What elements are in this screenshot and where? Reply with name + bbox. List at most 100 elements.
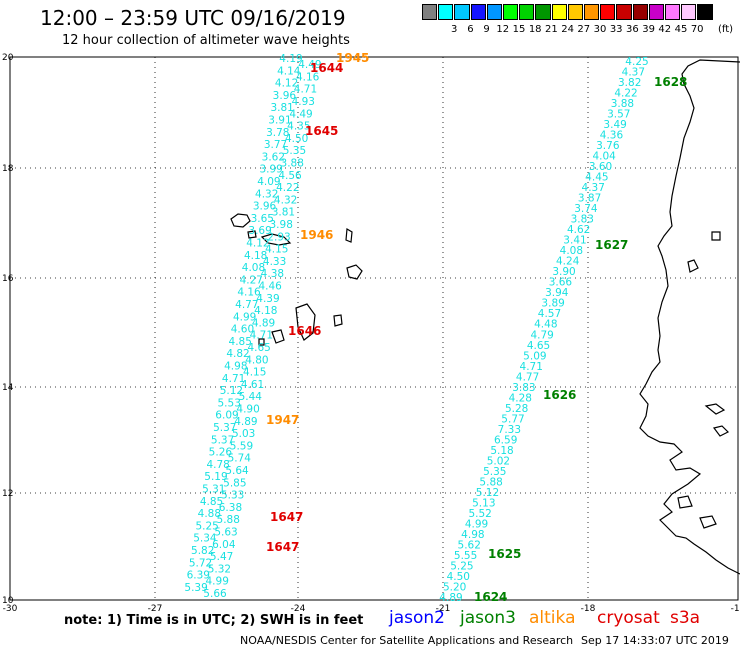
wave-height-value: 5.33: [221, 490, 244, 502]
wave-height-value: 4.99: [206, 576, 229, 588]
wave-height-value: 3.62: [262, 151, 285, 163]
lon-tick-label: -27: [148, 604, 163, 614]
legend-swatch: [665, 4, 681, 20]
island-santiago: [295, 303, 316, 341]
legend-label: 18: [528, 24, 542, 35]
map-title: 12:00 – 23:59 UTC 09/16/2019: [40, 6, 346, 30]
lon-tick-label: -21: [436, 604, 451, 614]
wave-height-value: 4.12: [275, 78, 298, 90]
lat-tick-label: 16: [2, 274, 14, 284]
wave-height-value: 4.15: [243, 367, 266, 379]
satellite-label: cryosat: [597, 608, 660, 628]
legend-swatch: [551, 4, 567, 20]
wave-height-value: 3.57: [607, 109, 630, 121]
wave-height-value: 3.90: [552, 266, 575, 278]
wave-height-value: 3.74: [574, 203, 598, 215]
wave-height-value: 4.45: [585, 172, 608, 184]
legend-swatch: [422, 4, 438, 20]
wave-height-value: 4.98: [461, 529, 484, 541]
wave-height-value: 3.96: [273, 90, 297, 102]
wave-height-value: 3.83: [571, 214, 594, 226]
altimeter-tracks: 4.194.494.144.164.124.713.964.933.814.49…: [184, 53, 648, 604]
island-fogo: [271, 329, 285, 344]
wave-height-value: 7.33: [498, 424, 521, 436]
wave-height-value: 6.59: [494, 434, 517, 446]
wave-height-value: 4.38: [261, 268, 284, 280]
wave-height-value: 5.63: [214, 527, 237, 539]
wave-height-value: 4.88: [198, 508, 221, 520]
wave-height-value: 4.65: [247, 342, 270, 354]
wave-height-value: 3.98: [270, 219, 293, 231]
island-boa-vista: [346, 264, 363, 280]
legend-label: 30: [593, 24, 607, 35]
wave-height-value: 4.61: [241, 379, 264, 391]
island-santo-antao: [230, 213, 251, 228]
legend-label: 6: [467, 24, 474, 35]
wave-height-value: 3.78: [266, 127, 289, 139]
wave-height-value: 5.47: [210, 551, 233, 563]
wave-height-value: 5.02: [487, 455, 510, 467]
wave-height-value: 4.32: [255, 188, 278, 200]
wave-height-value: 4.56: [278, 170, 302, 182]
wave-height-value: 3.69: [248, 225, 271, 237]
lon-tick-label: -18: [581, 604, 596, 614]
map-subtitle: 12 hour collection of altimeter wave hei…: [62, 33, 350, 48]
wave-height-value: 4.37: [622, 67, 645, 79]
credit-line: NOAA/NESDIS Center for Satellite Applica…: [240, 634, 574, 647]
wave-height-value: 4.15: [265, 244, 288, 256]
legend-label: 15: [512, 24, 526, 35]
wave-height-value: 3.94: [545, 287, 569, 299]
coastal-feature: [699, 515, 717, 529]
legend-label: 3: [451, 24, 458, 35]
map-frame: -30 -27 -24 -21 -18 -15 20 18 16 14 12 10: [2, 53, 740, 614]
legend-swatch: [600, 4, 616, 20]
wave-height-value: 5.52: [468, 508, 491, 520]
wave-height-value: 5.64: [225, 465, 249, 477]
wave-height-value: 3.89: [541, 298, 564, 310]
wave-height-value: 4.62: [567, 224, 590, 236]
wave-height-value: 3.99: [259, 164, 282, 176]
wave-height-value: 5.88: [479, 476, 502, 488]
satellite-label: jason2: [389, 608, 445, 628]
cape-verde-islands: [230, 213, 363, 346]
pass-time-label: 1647: [266, 540, 299, 554]
wave-height-value: 4.57: [538, 308, 561, 320]
wave-height-value: 4.16: [237, 287, 261, 299]
plot-border: [9, 56, 739, 601]
wave-height-value: 5.25: [195, 520, 218, 532]
legend-swatch: [535, 4, 551, 20]
wave-height-value: 5.55: [454, 550, 477, 562]
wave-height-value: 3.87: [578, 193, 601, 205]
wave-height-value: 5.74: [228, 453, 252, 465]
wave-height-value: 3.41: [563, 235, 586, 247]
wave-height-value: 5.85: [223, 477, 246, 489]
pass-time-label: 1628: [654, 75, 687, 89]
pass-time-label: 1627: [595, 238, 628, 252]
coastline: [639, 59, 740, 575]
africa-coastline: [639, 59, 740, 575]
wave-height-value: 5.18: [490, 445, 513, 457]
wave-height-value: 5.32: [208, 563, 231, 575]
wave-height-value: 5.19: [204, 471, 227, 483]
wave-height-value: 4.71: [250, 330, 273, 342]
wave-height-value: 4.04: [592, 151, 616, 163]
wave-height-value: 4.49: [298, 59, 321, 71]
wave-height-value: 5.20: [443, 581, 466, 593]
wave-height-value: 5.37: [213, 422, 236, 434]
wave-height-value: 3.81: [272, 207, 295, 219]
wave-height-value: 5.66: [203, 588, 227, 600]
wave-height-value: 5.25: [450, 560, 473, 572]
wave-height-value: 5.39: [184, 582, 207, 594]
lat-tick-label: 20: [2, 53, 14, 63]
wave-height-value: 4.99: [233, 311, 256, 323]
wave-height-value: 5.44: [239, 391, 263, 403]
wave-height-value: 6.39: [187, 570, 210, 582]
coastal-feature: [711, 231, 721, 241]
pass-time-label: 1945: [336, 51, 369, 65]
wave-height-value: 4.19: [279, 53, 302, 65]
wave-height-value: 4.77: [235, 299, 258, 311]
lat-tick-label: 12: [2, 489, 13, 499]
lon-tick-label: -30: [3, 604, 18, 614]
wave-height-value: 4.89: [439, 592, 462, 604]
legend-swatch: [438, 4, 454, 20]
